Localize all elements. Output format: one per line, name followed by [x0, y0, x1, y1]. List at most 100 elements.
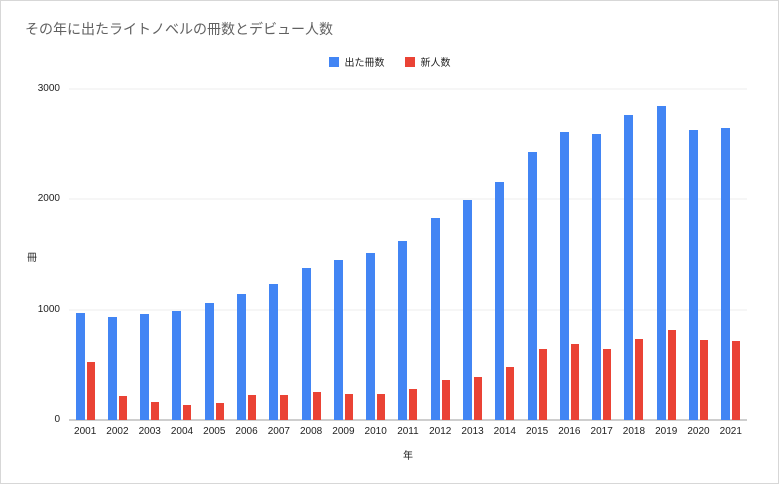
- bar-group-2015: 2015: [521, 89, 553, 437]
- legend-swatch-books: [328, 56, 339, 67]
- x-tick-label: 2021: [719, 426, 742, 437]
- bar-books-2005: [204, 303, 214, 420]
- bar-newcomers-2009: [344, 393, 353, 420]
- x-axis-title: 年: [403, 451, 413, 462]
- bar-group-2013: 2013: [456, 89, 488, 437]
- bars-row: 2001 2002 2003 2004 2005 2006 2007 2008 2009 2010…: [69, 89, 747, 437]
- bar-books-2010: [366, 253, 376, 420]
- x-tick-label: 2004: [170, 426, 194, 437]
- bar-newcomers-2018: [635, 339, 644, 420]
- bar-newcomers-2011: [409, 389, 418, 420]
- legend-item-newcomers: 新人数: [404, 54, 451, 69]
- bar-newcomers-2005: [215, 403, 224, 420]
- bar-group-2004: 2004: [166, 89, 198, 437]
- x-tick-label: 2002: [106, 426, 129, 437]
- bar-newcomers-2021: [732, 341, 741, 420]
- bar-group-2005: 2005: [198, 89, 230, 437]
- legend: 出た冊数 新人数: [1, 54, 778, 69]
- bar-newcomers-2014: [506, 367, 515, 420]
- bar-newcomers-2010: [377, 394, 386, 420]
- bar-group-2011: 2011: [392, 89, 424, 437]
- plot-area: 0 1000 2000 3000 2001 2002 2003 2004 2005 2006 200…: [38, 84, 747, 437]
- y-tick-label: 0: [54, 414, 60, 425]
- bar-group-2003: 2003: [134, 89, 166, 437]
- x-tick-label: 2018: [622, 426, 646, 437]
- chart-title: その年に出たライトノベルの冊数とデビュー人数: [25, 21, 333, 37]
- x-tick-label: 2010: [364, 426, 387, 437]
- bar-books-2020: [688, 129, 698, 420]
- bar-group-2008: 2008: [295, 89, 327, 437]
- bar-newcomers-2015: [538, 349, 547, 420]
- bar-books-2021: [721, 127, 731, 420]
- bar-books-2015: [527, 151, 537, 420]
- bar-books-2019: [656, 105, 666, 420]
- x-tick-label: 2007: [267, 426, 290, 437]
- y-axis-title: 冊: [27, 253, 37, 264]
- x-tick-label: 2020: [687, 426, 710, 437]
- bar-newcomers-2016: [570, 343, 579, 420]
- bar-books-2002: [107, 317, 117, 420]
- bar-newcomers-2002: [118, 395, 127, 420]
- x-tick-label: 2009: [332, 426, 355, 437]
- y-tick-label: 3000: [37, 83, 60, 94]
- bar-books-2016: [559, 132, 569, 420]
- bar-books-2001: [75, 312, 85, 420]
- x-tick-label: 2019: [655, 426, 678, 437]
- y-gridline: [69, 309, 747, 311]
- bar-books-2012: [430, 218, 440, 420]
- bar-group-2017: 2017: [586, 89, 618, 437]
- bar-group-2001: 2001: [69, 89, 101, 437]
- bar-newcomers-2007: [280, 394, 289, 420]
- x-tick-label: 2008: [299, 426, 323, 437]
- bar-books-2008: [301, 267, 311, 420]
- y-tick-label: 1000: [37, 303, 60, 315]
- x-tick-label: 2017: [590, 426, 613, 437]
- legend-swatch-newcomers: [404, 56, 415, 67]
- bar-books-2018: [624, 115, 634, 420]
- x-tick-label: 2013: [461, 426, 484, 437]
- bar-group-2007: 2007: [263, 89, 295, 437]
- bar-books-2017: [592, 134, 602, 420]
- bar-newcomers-2001: [86, 361, 95, 420]
- x-tick-label: 2012: [429, 426, 452, 437]
- y-tick-label: 2000: [37, 193, 60, 205]
- x-tick-label: 2015: [525, 426, 549, 437]
- legend-label-newcomers: 新人数: [420, 58, 451, 69]
- legend-item-books: 出た冊数: [328, 54, 385, 69]
- bar-books-2004: [172, 310, 182, 420]
- bar-group-2009: 2009: [327, 89, 359, 437]
- bar-group-2006: 2006: [230, 89, 262, 437]
- bar-newcomers-2020: [699, 340, 708, 420]
- bar-books-2014: [495, 181, 505, 420]
- bar-newcomers-2013: [474, 376, 483, 420]
- bar-newcomers-2004: [183, 404, 192, 420]
- x-tick-label: 2005: [203, 426, 226, 437]
- bar-group-2010: 2010: [360, 89, 392, 437]
- bar-group-2002: 2002: [101, 89, 133, 437]
- bar-books-2003: [140, 314, 150, 420]
- bar-group-2014: 2014: [489, 89, 521, 437]
- bar-newcomers-2017: [603, 349, 612, 420]
- bar-group-2016: 2016: [553, 89, 585, 437]
- bar-books-2013: [463, 200, 473, 420]
- x-tick-label: 2001: [74, 426, 97, 437]
- bar-newcomers-2019: [667, 329, 676, 420]
- bar-group-2019: 2019: [650, 89, 682, 437]
- y-gridline: [69, 88, 747, 90]
- x-tick-label: 2006: [235, 426, 258, 437]
- bar-newcomers-2008: [312, 392, 321, 420]
- bar-books-2007: [269, 284, 279, 420]
- x-axis-baseline: [69, 419, 747, 421]
- bar-books-2011: [398, 241, 408, 420]
- x-tick-label: 2014: [493, 426, 516, 437]
- bar-newcomers-2006: [248, 394, 257, 420]
- legend-label-books: 出た冊数: [344, 58, 385, 69]
- bar-newcomers-2003: [151, 402, 160, 420]
- x-tick-label: 2011: [397, 426, 419, 437]
- bar-newcomers-2012: [441, 380, 450, 420]
- bar-books-2006: [237, 294, 247, 420]
- bar-books-2009: [333, 260, 343, 420]
- y-gridline: [69, 198, 747, 200]
- bar-group-2012: 2012: [424, 89, 456, 437]
